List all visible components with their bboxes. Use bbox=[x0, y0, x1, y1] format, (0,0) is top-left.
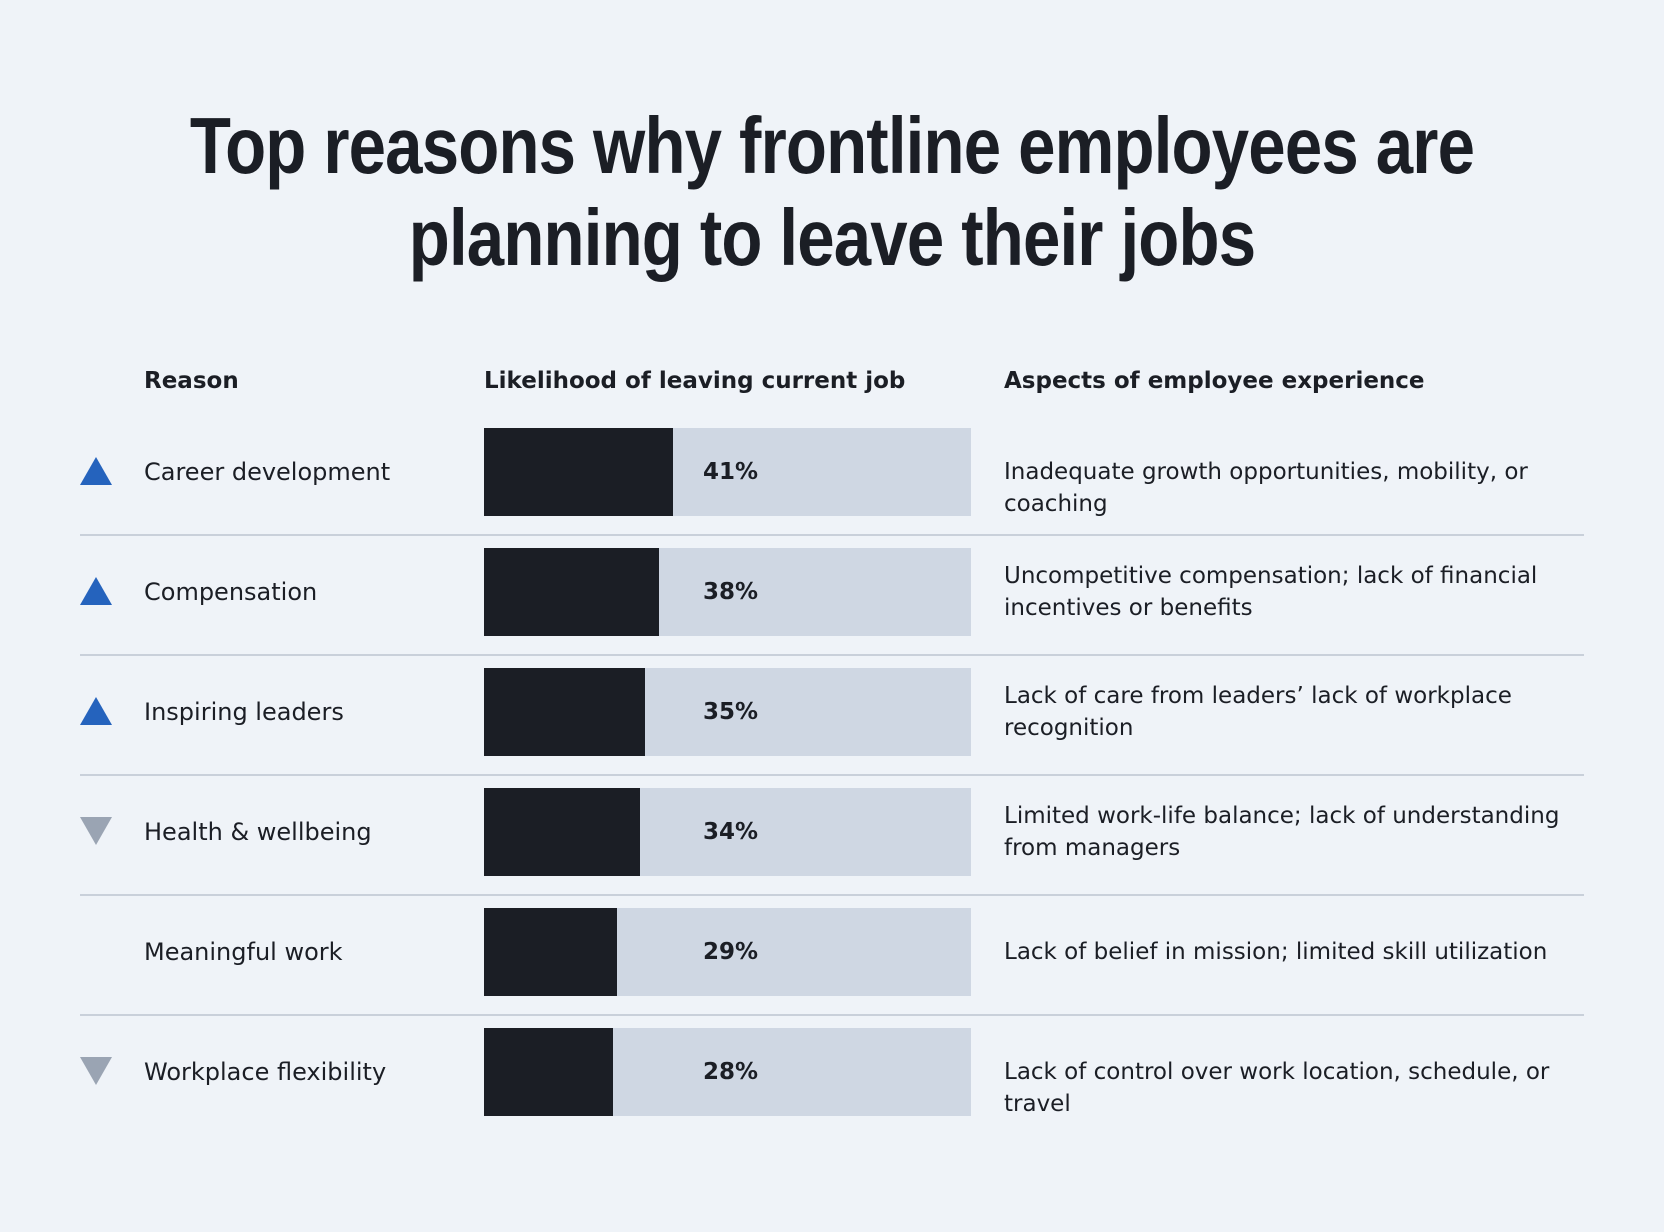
table-row: Compensation 38% Uncompetitive compensatio… bbox=[80, 536, 1584, 656]
row-divider bbox=[80, 774, 1584, 776]
table-row: Workplace flexibility 28% Lack of control … bbox=[80, 1016, 1584, 1136]
column-header-likelihood: Likelihood of leaving current job bbox=[484, 368, 906, 394]
bar-value-label: 38% bbox=[703, 579, 759, 605]
bar-value-label: 35% bbox=[703, 699, 759, 725]
reason-label: Meaningful work bbox=[144, 938, 343, 966]
title-line-1: Top reasons why frontline employees are bbox=[189, 101, 1475, 190]
bar-track bbox=[484, 428, 971, 516]
bar-track bbox=[484, 548, 971, 636]
bar-track bbox=[484, 788, 971, 876]
reason-label: Compensation bbox=[144, 578, 318, 606]
aspect-text: Lack of care from leaders’ lack of workp… bbox=[1004, 683, 1512, 741]
bar-track bbox=[484, 1028, 971, 1116]
table-row: Health & wellbeing 34% Limited work-life b… bbox=[80, 776, 1584, 896]
bar-value-label: 29% bbox=[703, 939, 759, 965]
bar bbox=[484, 1028, 613, 1116]
reason-label: Workplace flexibility bbox=[144, 1058, 387, 1086]
bar-track bbox=[484, 908, 971, 996]
reason-label: Inspiring leaders bbox=[144, 698, 344, 726]
triangle-up-icon bbox=[80, 577, 112, 605]
aspect-text: Lack of control over work location, sche… bbox=[1004, 1059, 1550, 1117]
aspect-text: Inadequate growth opportunities, mobilit… bbox=[1004, 459, 1528, 517]
table-row: Inspiring leaders 35% Lack of care from le… bbox=[80, 656, 1584, 776]
chart-title: Top reasons why frontline employees are … bbox=[133, 100, 1531, 284]
triangle-down-icon bbox=[80, 1057, 112, 1085]
reason-label: Health & wellbeing bbox=[144, 818, 372, 846]
bar-value-label: 34% bbox=[703, 819, 759, 845]
title-line-2: planning to leave their jobs bbox=[408, 193, 1256, 282]
aspect-text: Lack of belief in mission; limited skill… bbox=[1004, 939, 1548, 965]
column-header-aspects: Aspects of employee experience bbox=[1004, 368, 1425, 394]
bar-track bbox=[484, 668, 971, 756]
triangle-up-icon bbox=[80, 457, 112, 485]
aspect-text: Uncompetitive compensation; lack of fina… bbox=[1004, 563, 1538, 621]
row-divider bbox=[80, 1014, 1584, 1016]
bar bbox=[484, 668, 645, 756]
triangle-down-icon bbox=[80, 817, 112, 845]
bar bbox=[484, 908, 617, 996]
row-divider bbox=[80, 654, 1584, 656]
row-divider bbox=[80, 534, 1584, 536]
bar bbox=[484, 428, 673, 516]
triangle-up-icon bbox=[80, 697, 112, 725]
table-row: Meaningful work 29% Lack of belief in miss… bbox=[80, 896, 1584, 1016]
bar bbox=[484, 788, 640, 876]
table-row: Career development 41% Inadequate growth o… bbox=[80, 416, 1584, 536]
bar bbox=[484, 548, 659, 636]
bar-value-label: 28% bbox=[703, 1059, 759, 1085]
row-divider bbox=[80, 894, 1584, 896]
column-header-reason: Reason bbox=[144, 368, 239, 394]
bar-value-label: 41% bbox=[703, 459, 759, 485]
reason-label: Career development bbox=[144, 458, 391, 486]
aspect-text: Limited work-life balance; lack of under… bbox=[1004, 803, 1560, 861]
